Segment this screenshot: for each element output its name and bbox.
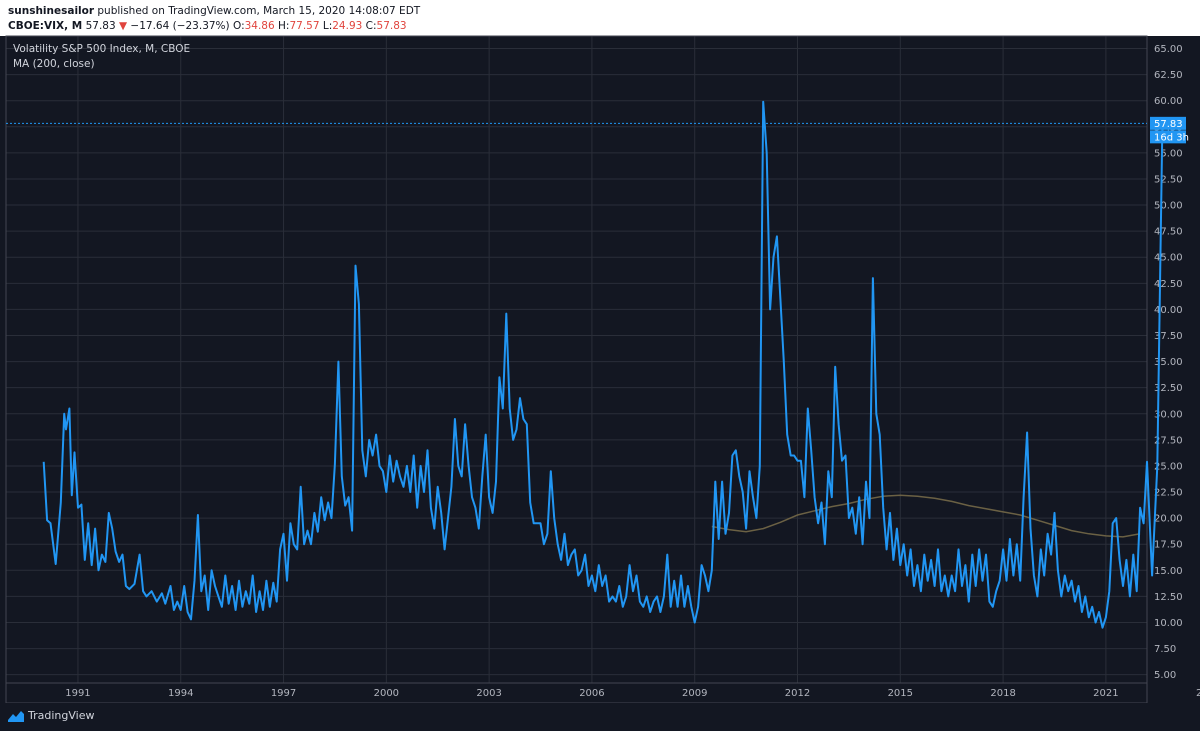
x-tick-label: 1994 <box>168 688 193 699</box>
x-tick-label: 1991 <box>65 688 90 699</box>
price-axis: 5.00 7.50 10.00 12.50 15.00 17.50 20.00 22.50 25… <box>1154 44 1183 681</box>
x-tick-label: 2012 <box>785 688 810 699</box>
y-tick-label: 22.50 <box>1154 488 1183 499</box>
low-value: 24.93 <box>332 20 363 32</box>
y-tick-label: 10.00 <box>1154 618 1183 629</box>
x-tick-label: 2018 <box>990 688 1015 699</box>
vix-chart[interactable]: 5.00 7.50 10.00 12.50 15.00 17.50 20.00 22.50 25… <box>0 0 1200 703</box>
y-tick-label: 60.00 <box>1154 96 1183 107</box>
y-tick-label: 15.00 <box>1154 566 1183 577</box>
ohlc-line: CBOE:VIX, M 57.83 ▼ −17.64 (−23.37%) O:3… <box>8 20 407 33</box>
y-tick-label: 7.50 <box>1154 644 1176 655</box>
ma-title[interactable]: MA (200, close) <box>13 58 95 70</box>
x-tick-label: 1997 <box>271 688 296 699</box>
x-tick-label: 2006 <box>579 688 604 699</box>
y-tick-label: 55.00 <box>1154 148 1183 159</box>
time-axis: 1991 1994 1997 2000 2003 2006 2009 2012 2015 2018… <box>65 688 1200 699</box>
y-tick-label: 20.00 <box>1154 514 1183 525</box>
down-arrow-icon: ▼ <box>118 20 128 32</box>
last-price-marker <box>1150 116 1186 130</box>
y-tick-label: 50.00 <box>1154 201 1183 212</box>
x-tick-label: 2021 <box>1093 688 1118 699</box>
countdown-marker <box>1150 130 1186 144</box>
ma-series-line <box>711 494 1141 538</box>
y-tick-label: 12.50 <box>1154 592 1183 603</box>
y-tick-label: 25.00 <box>1154 461 1183 472</box>
y-tick-label: 37.50 <box>1154 331 1183 342</box>
x-tick-label: 2015 <box>888 688 913 699</box>
high-value: 77.57 <box>289 20 320 32</box>
x-tick-label: 2000 <box>374 688 399 699</box>
y-tick-label: 62.50 <box>1154 70 1183 81</box>
open-value: 34.86 <box>244 20 275 32</box>
x-tick-label: 2009 <box>682 688 707 699</box>
brand-text: TradingView <box>28 709 95 722</box>
y-tick-label: 5.00 <box>1154 670 1176 681</box>
tradingview-brand[interactable]: TradingView <box>8 709 94 722</box>
last-price-label: 57.83 <box>1154 119 1183 130</box>
x-tick-label: 2003 <box>476 688 501 699</box>
y-tick-label: 65.00 <box>1154 44 1183 55</box>
high-label: H: <box>278 20 290 32</box>
series-title[interactable]: Volatility S&P 500 Index, M, CBOE <box>13 43 190 55</box>
price-change: −17.64 (−23.37%) <box>130 20 230 32</box>
vix-series-line <box>42 100 1164 629</box>
y-tick-label: 45.00 <box>1154 253 1183 264</box>
y-tick-label: 47.50 <box>1154 227 1183 238</box>
publish-line: sunshinesailor published on TradingView.… <box>8 5 420 18</box>
tradingview-logo-icon <box>8 710 24 722</box>
y-tick-label: 40.00 <box>1154 305 1183 316</box>
chart-header: sunshinesailor published on TradingView.… <box>0 0 1200 36</box>
y-tick-label: 35.00 <box>1154 357 1183 368</box>
y-tick-label: 30.00 <box>1154 409 1183 420</box>
x-tick-label: 2024 <box>1196 688 1200 699</box>
published-text: published on TradingView.com, March 15, … <box>94 5 421 17</box>
y-tick-label: 17.50 <box>1154 540 1183 551</box>
author-name[interactable]: sunshinesailor <box>8 5 95 17</box>
close-label: C: <box>365 20 377 32</box>
y-tick-label: 42.50 <box>1154 279 1183 290</box>
y-tick-label: 32.50 <box>1154 383 1183 394</box>
footer: TradingView <box>0 703 1200 731</box>
y-tick-label: 27.50 <box>1154 435 1183 446</box>
y-tick-label: 52.50 <box>1154 174 1183 185</box>
close-value: 57.83 <box>376 20 407 32</box>
low-label: L: <box>322 20 333 32</box>
last-price: 57.83 <box>85 20 116 32</box>
countdown-label: 16d 3h <box>1154 132 1189 143</box>
open-label: O: <box>232 20 245 32</box>
symbol-label: CBOE:VIX, M <box>8 20 83 32</box>
